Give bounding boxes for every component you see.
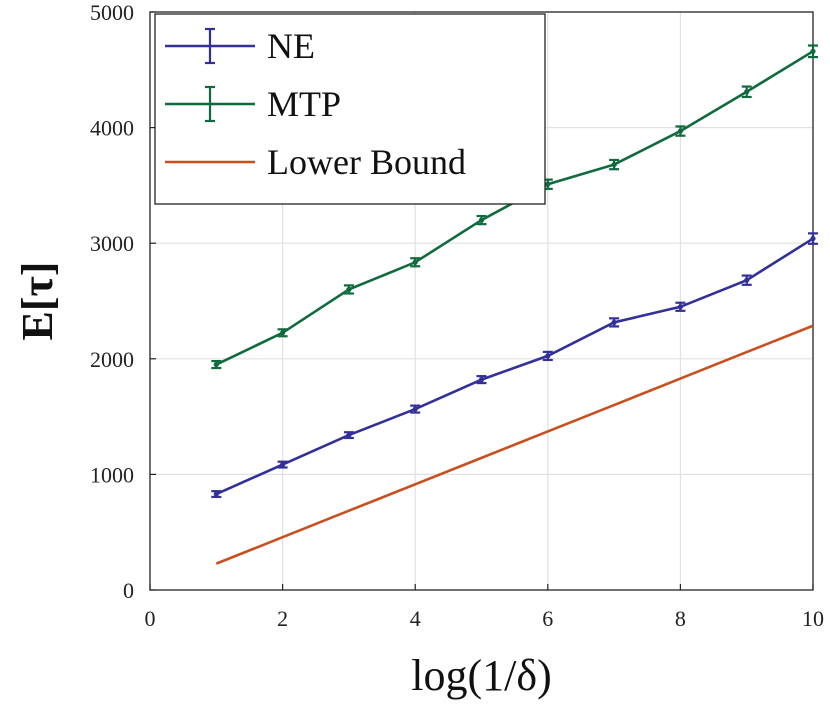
legend-label: Lower Bound <box>267 142 466 182</box>
legend: NE MTP Lower Bound <box>154 13 546 205</box>
x-tick-label: 4 <box>410 606 421 631</box>
data-point <box>677 304 684 310</box>
data-point <box>810 235 816 242</box>
series-ne <box>211 232 818 499</box>
x-tick-label: 10 <box>802 606 824 631</box>
legend-label: NE <box>267 26 315 66</box>
data-point <box>744 89 750 95</box>
data-point <box>412 259 418 265</box>
y-tick-label: 0 <box>123 578 134 603</box>
data-point <box>810 48 816 54</box>
y-tick-label: 4000 <box>90 116 134 141</box>
data-point <box>611 319 617 325</box>
legend-item: NE <box>165 26 315 66</box>
data-point <box>744 277 750 283</box>
data-point <box>545 181 551 187</box>
y-axis-title: E[τ] <box>13 262 62 341</box>
plot-frame <box>149 11 814 591</box>
y-tick-label: 3000 <box>90 231 134 256</box>
x-axis-title: log(1/δ) <box>411 651 552 700</box>
data-point <box>280 330 286 336</box>
legend-label: MTP <box>267 84 341 124</box>
legend-item: Lower Bound <box>165 142 466 182</box>
series-lower-bound <box>215 324 814 565</box>
data-point <box>478 217 485 223</box>
data-point <box>346 286 352 293</box>
data-point <box>213 491 219 497</box>
data-point <box>346 432 352 438</box>
data-point <box>412 406 418 412</box>
y-tick-label: 5000 <box>90 0 134 25</box>
x-tick-label: 6 <box>542 606 553 631</box>
data-point <box>213 361 219 368</box>
data-point <box>280 461 286 468</box>
x-tick-label: 8 <box>675 606 686 631</box>
data-point <box>677 128 684 134</box>
y-tick-label: 2000 <box>90 347 134 372</box>
data-point <box>545 353 551 359</box>
series-line <box>215 237 814 496</box>
data-point <box>611 161 617 168</box>
legend-item: MTP <box>165 84 341 124</box>
x-tick-label: 2 <box>277 606 288 631</box>
data-point <box>478 377 485 383</box>
x-tick-label: 0 <box>145 606 156 631</box>
series-line <box>215 324 814 565</box>
ticks: 0 2 4 6 8 10 0 1000 2000 3000 4000 5000 <box>90 0 824 631</box>
y-tick-label: 1000 <box>90 462 134 487</box>
